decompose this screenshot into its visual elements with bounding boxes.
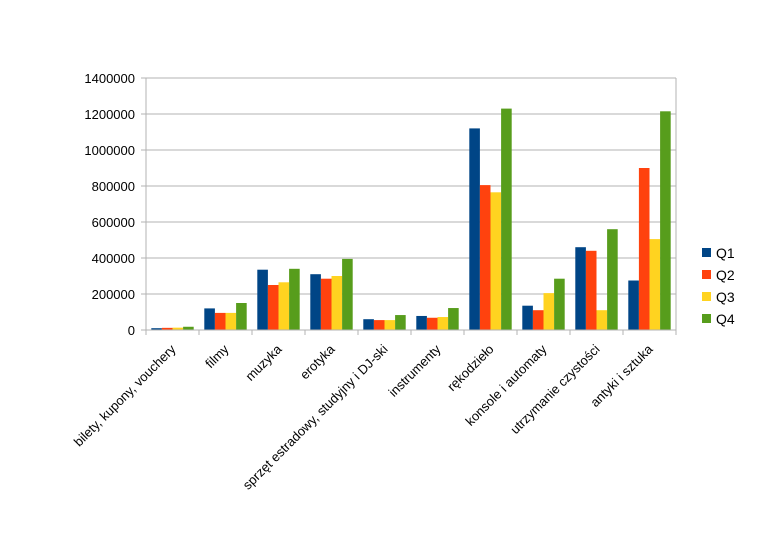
bar-q2-5: [426, 317, 438, 330]
bar-q4-1: [236, 303, 247, 330]
legend-swatch-q3: [702, 292, 711, 301]
bar-q4-9: [660, 111, 671, 330]
y-axis-tick-labels: 0 200000 400000 600000 800000 1000000 1200000 1…: [84, 71, 135, 338]
bar-q3-5: [437, 317, 449, 330]
bar-q4-8: [607, 229, 618, 330]
legend-label-q1: Q1: [716, 245, 735, 261]
x-category-label: muzyka: [242, 341, 285, 384]
y-tick-label: 1000000: [84, 143, 135, 158]
bar-q3-7: [543, 293, 555, 330]
x-category-label: filmy: [202, 341, 232, 371]
bar-q2-4: [373, 320, 385, 330]
y-tick-label: 1400000: [84, 71, 135, 86]
y-tick-label: 600000: [92, 215, 135, 230]
bar-q2-8: [585, 250, 597, 330]
bar-q3-6: [490, 192, 502, 330]
bar-q2-6: [479, 185, 491, 330]
bar-q1-1: [204, 308, 215, 330]
bars: [151, 108, 671, 330]
bar-q2-9: [638, 168, 650, 330]
bar-q2-7: [532, 310, 544, 330]
bar-q4-6: [501, 108, 512, 330]
bar-q3-0: [172, 327, 184, 330]
bar-q2-0: [161, 327, 173, 330]
bar-q2-3: [320, 278, 332, 330]
bar-q3-9: [649, 239, 661, 330]
y-tick-label: 800000: [92, 179, 135, 194]
bar-q1-6: [469, 128, 480, 330]
x-category-label: rękodzieło: [444, 342, 497, 395]
legend: Q1 Q2 Q3 Q4: [702, 245, 735, 327]
y-tick-label: 1200000: [84, 107, 135, 122]
bar-q4-5: [448, 308, 459, 330]
legend-label-q4: Q4: [716, 311, 735, 327]
legend-label-q3: Q3: [716, 289, 735, 305]
legend-swatch-q2: [702, 270, 711, 279]
x-category-label: utrzymanie czystości: [507, 341, 602, 436]
gridlines: [146, 77, 676, 331]
bar-q3-2: [278, 282, 290, 330]
x-axis-category-labels: bilety, kupony, vouchery filmy muzyka eroty…: [71, 341, 656, 492]
y-tick-label: 400000: [92, 251, 135, 266]
bar-q1-4: [363, 319, 374, 330]
bar-q2-1: [214, 312, 226, 330]
bar-q3-8: [596, 310, 608, 330]
x-category-label: erotyka: [297, 341, 338, 382]
bar-q4-2: [289, 268, 300, 330]
bar-q4-3: [342, 258, 353, 330]
legend-swatch-q1: [702, 248, 711, 257]
bar-q1-8: [575, 247, 586, 330]
bar-q4-7: [554, 278, 565, 330]
bar-q3-3: [331, 276, 343, 330]
bar-q2-2: [267, 285, 279, 330]
bar-q1-0: [151, 328, 162, 330]
bar-q1-5: [416, 315, 427, 330]
bar-q1-7: [522, 305, 533, 330]
y-tick-label: 0: [128, 323, 135, 338]
axes: [141, 77, 677, 335]
y-tick-label: 200000: [92, 287, 135, 302]
bar-q4-4: [395, 315, 406, 330]
bar-q1-3: [310, 274, 321, 330]
bar-q1-2: [257, 269, 268, 330]
bar-q3-4: [384, 320, 396, 330]
bar-q1-9: [628, 280, 639, 330]
x-category-label: instrumenty: [385, 341, 443, 399]
legend-label-q2: Q2: [716, 267, 735, 283]
bar-q4-0: [183, 326, 194, 330]
legend-swatch-q4: [702, 314, 711, 323]
bar-q3-1: [225, 312, 237, 330]
x-category-label: bilety, kupony, vouchery: [71, 341, 179, 449]
